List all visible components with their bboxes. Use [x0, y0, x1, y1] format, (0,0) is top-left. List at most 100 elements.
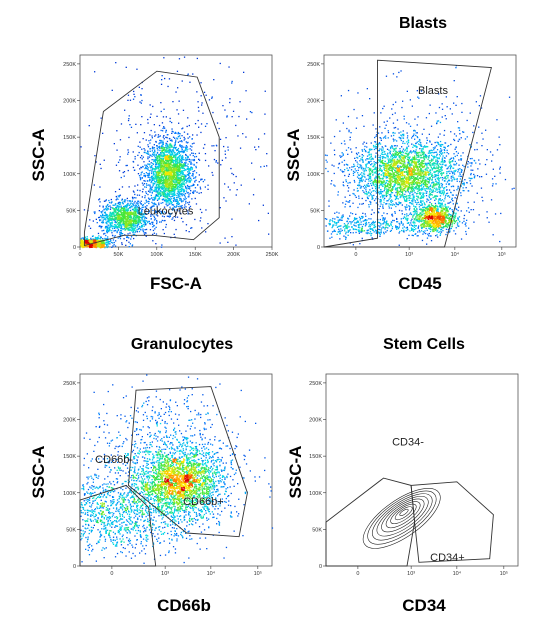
event-point	[157, 136, 159, 138]
event-point	[141, 211, 143, 213]
event-point	[89, 245, 91, 247]
event-point	[160, 152, 162, 154]
event-point	[386, 164, 389, 166]
event-point	[153, 179, 155, 181]
event-point	[268, 233, 270, 235]
event-point	[395, 164, 397, 166]
event-point	[132, 221, 134, 223]
event-point	[87, 238, 89, 241]
event-point	[174, 142, 176, 144]
event-point	[161, 158, 163, 161]
event-point	[157, 190, 159, 192]
event-point	[101, 216, 103, 218]
event-point	[185, 157, 187, 159]
event-point	[138, 175, 141, 177]
event-point	[208, 165, 210, 167]
event-point	[165, 195, 167, 197]
event-point	[185, 158, 187, 160]
event-point	[407, 177, 409, 179]
event-point	[148, 153, 150, 155]
event-point	[159, 176, 161, 179]
event-point	[122, 224, 125, 226]
event-point	[144, 164, 146, 166]
event-point	[134, 222, 136, 225]
event-point	[132, 212, 134, 214]
event-point	[177, 165, 179, 167]
event-point	[188, 194, 190, 196]
event-point	[128, 241, 130, 243]
event-point	[133, 197, 135, 199]
event-point	[118, 188, 121, 190]
event-point	[127, 151, 130, 153]
event-point	[187, 167, 189, 169]
event-point	[178, 183, 181, 185]
event-point	[180, 172, 182, 174]
event-point	[393, 185, 395, 187]
event-point	[264, 90, 266, 92]
event-point	[152, 169, 154, 171]
event-point	[198, 174, 200, 176]
event-point	[361, 176, 363, 178]
event-point	[231, 82, 233, 84]
event-point	[185, 148, 187, 151]
event-point	[186, 187, 188, 189]
event-point	[167, 168, 169, 170]
y-tick-label: 150K	[63, 135, 76, 141]
event-point	[115, 218, 117, 220]
event-point	[181, 188, 183, 191]
event-point	[171, 169, 174, 172]
event-point	[230, 167, 232, 170]
event-point	[219, 62, 221, 65]
event-point	[129, 229, 131, 231]
event-point	[174, 131, 177, 134]
event-point	[416, 152, 418, 155]
event-point	[369, 169, 372, 171]
event-point	[111, 223, 113, 225]
event-point	[161, 150, 163, 152]
event-point	[258, 138, 260, 140]
event-point	[163, 161, 165, 163]
event-point	[177, 193, 179, 195]
event-point	[102, 241, 104, 243]
event-point	[97, 245, 100, 248]
event-point	[181, 80, 183, 82]
gate-outline[interactable]	[83, 70, 220, 247]
event-point	[421, 183, 423, 185]
event-point	[187, 141, 189, 144]
event-point	[180, 212, 182, 215]
event-point	[418, 173, 420, 175]
event-point	[82, 242, 84, 245]
event-point	[158, 186, 160, 188]
event-point	[137, 228, 139, 230]
event-point	[355, 170, 357, 172]
event-point	[165, 175, 168, 177]
event-point	[150, 181, 152, 184]
event-point	[168, 145, 170, 147]
event-point	[386, 190, 388, 192]
event-point	[121, 213, 123, 215]
event-point	[192, 73, 194, 75]
event-point	[116, 230, 118, 232]
event-point	[134, 217, 137, 219]
event-point	[159, 169, 161, 171]
event-point	[159, 147, 161, 150]
event-point	[178, 150, 180, 152]
event-point	[155, 168, 157, 171]
event-point	[414, 162, 416, 164]
event-point	[164, 162, 166, 164]
event-point	[170, 162, 172, 164]
event-point	[139, 220, 141, 223]
event-point	[143, 180, 145, 182]
event-point	[356, 161, 358, 163]
event-point	[160, 168, 162, 170]
event-point	[161, 183, 163, 185]
event-point	[160, 129, 162, 132]
event-point	[164, 150, 166, 152]
event-point	[348, 187, 350, 189]
event-point	[184, 165, 186, 167]
event-point	[139, 156, 142, 159]
event-point	[143, 216, 145, 218]
event-point	[139, 141, 141, 143]
event-point	[166, 200, 168, 202]
event-point	[134, 218, 136, 220]
